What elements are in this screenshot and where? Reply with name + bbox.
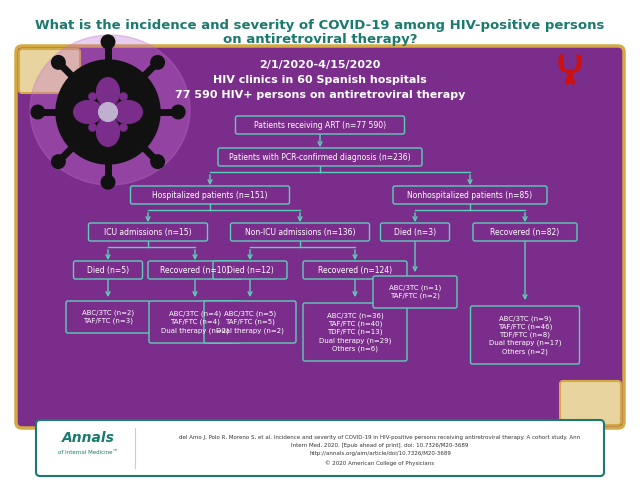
FancyBboxPatch shape [473, 223, 577, 241]
Text: Nonhospitalized patients (n=85): Nonhospitalized patients (n=85) [408, 191, 532, 200]
FancyBboxPatch shape [19, 49, 80, 93]
Text: Died (n=5): Died (n=5) [87, 265, 129, 275]
Ellipse shape [97, 117, 120, 146]
Text: Died (n=3): Died (n=3) [394, 228, 436, 237]
Text: of Internal Medicine™: of Internal Medicine™ [58, 449, 118, 455]
Text: Annals: Annals [61, 431, 115, 445]
FancyBboxPatch shape [470, 306, 579, 364]
Text: ABC/3TC (n=9)
TAF/FTC (n=46)
TDF/FTC (n=8)
Dual therapy (n=17)
Others (n=2): ABC/3TC (n=9) TAF/FTC (n=46) TDF/FTC (n=… [489, 315, 561, 355]
Circle shape [89, 93, 96, 100]
FancyBboxPatch shape [204, 301, 296, 343]
FancyBboxPatch shape [373, 276, 457, 308]
FancyBboxPatch shape [230, 223, 369, 241]
Circle shape [151, 56, 164, 69]
Circle shape [52, 155, 65, 168]
Circle shape [151, 155, 164, 168]
Circle shape [101, 35, 115, 48]
Text: 77 590 HIV+ persons on antiretroviral therapy: 77 590 HIV+ persons on antiretroviral th… [175, 90, 465, 100]
Ellipse shape [74, 101, 103, 123]
FancyBboxPatch shape [16, 46, 624, 428]
FancyBboxPatch shape [148, 261, 242, 279]
Text: ABC/3TC (n=5)
TAF/FTC (n=5)
Dual therapy (n=2): ABC/3TC (n=5) TAF/FTC (n=5) Dual therapy… [216, 311, 284, 334]
Text: http://annals.org/aim/article/doi/10.7326/M20-3689: http://annals.org/aim/article/doi/10.732… [309, 451, 451, 456]
Circle shape [52, 56, 65, 69]
Text: Recovered (n=124): Recovered (n=124) [318, 265, 392, 275]
Circle shape [99, 103, 117, 121]
Ellipse shape [97, 78, 120, 107]
Text: ICU admissions (n=15): ICU admissions (n=15) [104, 228, 192, 237]
FancyBboxPatch shape [213, 261, 287, 279]
Text: Intern Med. 2020. [Epub ahead of print]. doi: 10.7326/M20-3689: Intern Med. 2020. [Epub ahead of print].… [291, 443, 468, 447]
Text: HIV clinics in 60 Spanish hospitals: HIV clinics in 60 Spanish hospitals [213, 75, 427, 85]
Text: Patients with PCR-confirmed diagnosis (n=236): Patients with PCR-confirmed diagnosis (n… [229, 153, 411, 161]
FancyBboxPatch shape [66, 301, 150, 333]
Text: Patients receiving ART (n=77 590): Patients receiving ART (n=77 590) [254, 120, 386, 130]
Circle shape [56, 60, 160, 164]
FancyBboxPatch shape [393, 186, 547, 204]
Text: Died (n=12): Died (n=12) [227, 265, 273, 275]
FancyBboxPatch shape [36, 420, 604, 476]
FancyBboxPatch shape [88, 223, 207, 241]
FancyBboxPatch shape [149, 301, 241, 343]
Text: ABC/3TC (n=1)
TAF/FTC (n=2): ABC/3TC (n=1) TAF/FTC (n=2) [389, 285, 441, 300]
Text: Non-ICU admissions (n=136): Non-ICU admissions (n=136) [244, 228, 355, 237]
FancyBboxPatch shape [560, 381, 621, 425]
Circle shape [101, 176, 115, 189]
Text: Recovered (n=10): Recovered (n=10) [160, 265, 230, 275]
Text: 2/1/2020-4/15/2020: 2/1/2020-4/15/2020 [259, 60, 381, 70]
FancyBboxPatch shape [303, 261, 407, 279]
Circle shape [120, 124, 127, 131]
FancyBboxPatch shape [381, 223, 449, 241]
FancyBboxPatch shape [74, 261, 143, 279]
FancyBboxPatch shape [236, 116, 404, 134]
FancyBboxPatch shape [131, 186, 289, 204]
Text: Recovered (n=82): Recovered (n=82) [490, 228, 559, 237]
FancyBboxPatch shape [218, 148, 422, 166]
Text: What is the incidence and severity of COVID-19 among HIV-positive persons: What is the incidence and severity of CO… [35, 19, 605, 32]
Text: Hospitalized patients (n=151): Hospitalized patients (n=151) [152, 191, 268, 200]
Circle shape [89, 124, 96, 131]
Circle shape [120, 93, 127, 100]
Text: on antiretroviral therapy?: on antiretroviral therapy? [223, 33, 417, 46]
Text: ABC/3TC (n=2)
TAF/FTC (n=3): ABC/3TC (n=2) TAF/FTC (n=3) [82, 310, 134, 324]
Text: © 2020 American College of Physicians: © 2020 American College of Physicians [325, 460, 435, 466]
Ellipse shape [113, 101, 142, 123]
FancyBboxPatch shape [303, 303, 407, 361]
Text: ABC/3TC (n=36)
TAF/FTC (n=40)
TDF/FTC (n=13)
Dual therapy (n=29)
Others (n=6): ABC/3TC (n=36) TAF/FTC (n=40) TDF/FTC (n… [319, 312, 391, 352]
Text: ABC/3TC (n=4)
TAF/FTC (n=4)
Dual therapy (n=2): ABC/3TC (n=4) TAF/FTC (n=4) Dual therapy… [161, 311, 229, 334]
Text: del Amo J, Polo R, Moreno S, et al. Incidence and severity of COVID-19 in HIV-po: del Amo J, Polo R, Moreno S, et al. Inci… [179, 434, 580, 440]
Ellipse shape [30, 35, 190, 185]
Circle shape [31, 105, 45, 119]
Circle shape [172, 105, 185, 119]
